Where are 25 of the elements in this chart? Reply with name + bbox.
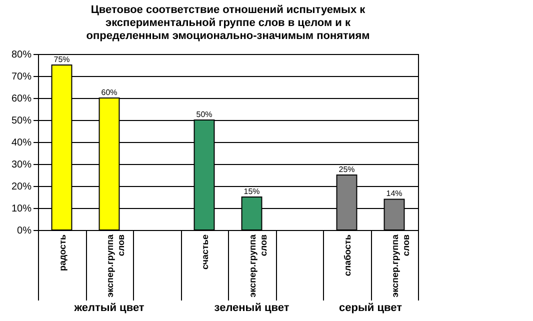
x-tick-label: счастье: [200, 234, 210, 270]
data-label: 25%: [338, 165, 355, 174]
y-tick-label: 10%: [11, 204, 32, 214]
y-tick-label: 60%: [11, 94, 32, 104]
data-label: 60%: [101, 88, 118, 97]
data-label: 75%: [54, 55, 70, 64]
data-label: 50%: [196, 110, 212, 119]
y-tick-label: 20%: [11, 182, 32, 192]
x-tick-label: слабость: [342, 234, 352, 276]
x-tick-label: экспер.группа слов: [247, 234, 268, 298]
x-tick-label: экспер.группа слов: [104, 234, 126, 298]
text: зеленый цвет: [214, 302, 290, 314]
y-tick-label: 40%: [11, 138, 32, 148]
y-tick-label: 0%: [17, 226, 32, 236]
x-tick-label: экспер.группа слов: [390, 234, 411, 298]
chart-title: Цветовое соответствие отношений испытуемых к экспериментальной группе слов в целом и к определенным эмоционально-значимым понятиям: [86, 4, 370, 42]
y-tick-label: 80%: [11, 50, 32, 60]
y-tick-label: 70%: [11, 72, 32, 82]
data-label: 15%: [244, 187, 260, 196]
x-tick-label: радость: [57, 234, 68, 272]
data-label: 14%: [386, 189, 402, 198]
y-tick-label: 50%: [11, 116, 32, 126]
text: серый цвет: [339, 302, 403, 314]
text: желтый цвет: [73, 302, 145, 314]
y-tick-label: 30%: [11, 160, 32, 170]
